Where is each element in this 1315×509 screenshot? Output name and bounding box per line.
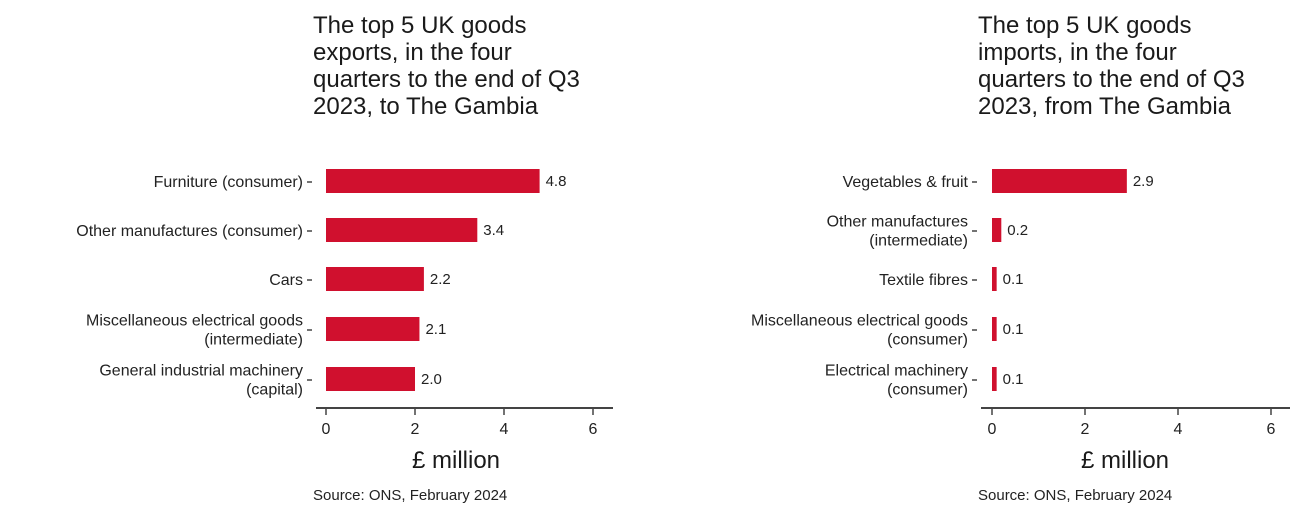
x-tick-label: 2	[411, 421, 420, 438]
data-label: 2.1	[425, 321, 446, 338]
x-tick-label: 6	[589, 421, 598, 438]
category-label: Cars	[269, 272, 303, 289]
imports-bar-chart: 2.9 Vegetables & fruit 0.2 Other manufactur…	[751, 169, 1290, 438]
exports-bar-chart: 4.8 Furniture (consumer) 3.4 Other manufact…	[76, 169, 613, 438]
source-note: Source: ONS, February 2024	[978, 487, 1173, 504]
bar	[992, 267, 997, 291]
data-label: 2.2	[430, 271, 451, 288]
x-axis-label: £ million	[1081, 447, 1170, 474]
category-label: (consumer)	[887, 332, 968, 349]
category-label: Other manufactures (consumer)	[76, 223, 303, 240]
bar	[992, 317, 997, 341]
category-label: Other manufactures	[827, 214, 968, 231]
data-label: 0.1	[1003, 321, 1024, 338]
data-label: 4.8	[546, 173, 567, 190]
x-tick-label: 4	[500, 421, 509, 438]
category-label: (capital)	[246, 382, 303, 399]
data-label: 0.1	[1003, 371, 1024, 388]
category-label: Textile fibres	[879, 272, 968, 289]
bar	[992, 218, 1002, 242]
bar	[326, 218, 478, 242]
bar	[992, 169, 1127, 193]
data-label: 2.0	[421, 371, 442, 388]
x-tick-label: 6	[1267, 421, 1276, 438]
bar	[992, 367, 997, 391]
imports-chart-panel: The top 5 UK goods imports, in the four …	[665, 0, 1315, 509]
category-label: Vegetables & fruit	[843, 174, 969, 191]
x-tick-label: 0	[988, 421, 997, 438]
category-label: (consumer)	[887, 382, 968, 399]
category-label: Furniture (consumer)	[154, 174, 303, 191]
category-label: Miscellaneous electrical goods	[751, 313, 968, 330]
category-label: Electrical machinery	[825, 363, 968, 380]
category-label: (intermediate)	[204, 332, 303, 349]
bar	[326, 317, 420, 341]
bar	[326, 267, 424, 291]
x-tick-label: 2	[1081, 421, 1090, 438]
bar	[326, 169, 540, 193]
exports-chart-panel: The top 5 UK goods exports, in the four …	[0, 0, 650, 509]
category-label: (intermediate)	[869, 233, 968, 250]
x-tick-label: 4	[1174, 421, 1183, 438]
chart-title: The top 5 UK goods imports, in the four …	[978, 12, 1245, 120]
data-label: 2.9	[1133, 173, 1154, 190]
data-label: 0.2	[1007, 222, 1028, 239]
x-tick-label: 0	[322, 421, 331, 438]
chart-title: The top 5 UK goods exports, in the four …	[313, 12, 580, 120]
bar	[326, 367, 415, 391]
data-label: 3.4	[483, 222, 504, 239]
category-label: Miscellaneous electrical goods	[86, 313, 303, 330]
category-label: General industrial machinery	[99, 363, 303, 380]
source-note: Source: ONS, February 2024	[313, 487, 508, 504]
x-axis-label: £ million	[412, 447, 501, 474]
data-label: 0.1	[1003, 271, 1024, 288]
